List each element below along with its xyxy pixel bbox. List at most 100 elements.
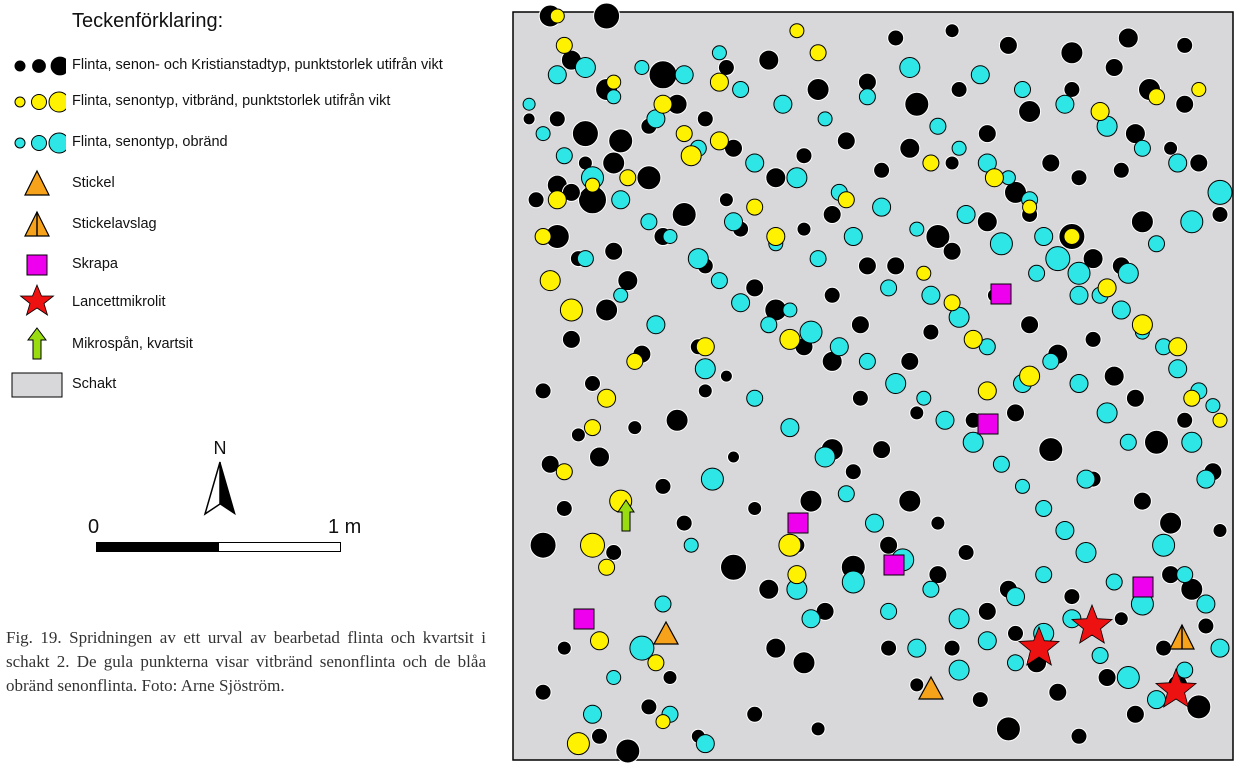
cyan-flint-point (909, 221, 925, 237)
black-flint-point (697, 383, 713, 399)
scale-bar-graphic (96, 542, 341, 552)
yellow-flint-point (585, 177, 600, 193)
cyan-flint-point (640, 213, 658, 231)
cyan-flint-point (1035, 566, 1053, 584)
cyan-flint-point (858, 88, 876, 106)
black-flint-point (747, 501, 763, 516)
legend-label-mikrospan: Mikrospån, kvartsit (72, 336, 193, 352)
yellow-flint-point (746, 198, 764, 216)
cyan-flint-point (1028, 264, 1046, 282)
cyan-flint-point (1176, 661, 1194, 679)
black-flint-point (561, 329, 581, 349)
cyan-flint-point (724, 212, 743, 232)
cyan-flint-point (978, 338, 996, 356)
black-flint-point (758, 578, 780, 600)
black-flint-point (1113, 611, 1129, 627)
yellow-flint-point (1191, 82, 1207, 97)
cyan-flint-point (814, 446, 836, 468)
legend-label-lancettmikrolit: Lancettmikrolit (72, 294, 166, 310)
black-flint-point (636, 165, 662, 191)
skrapa-marker (787, 512, 809, 534)
black-flint-point (942, 241, 962, 261)
cyan-flint-point (745, 153, 765, 173)
cyan-flint-point (1207, 179, 1233, 205)
black-flint-point (1112, 161, 1130, 179)
black-flint-point (1048, 682, 1068, 702)
cyan-flint-point (662, 229, 678, 244)
cyan-flint-point (694, 358, 716, 380)
cyan-flint-point (1006, 587, 1025, 607)
cyan-flint-point (1067, 261, 1091, 285)
legend-item-stickel: Stickel (0, 169, 510, 199)
yellow-flint-point (584, 419, 601, 437)
black-flint-point (950, 81, 968, 98)
cyan-flint-point (1196, 594, 1216, 614)
black-flint-point (1097, 668, 1117, 687)
black-flint-point (879, 535, 899, 555)
black-flint-point (627, 420, 643, 436)
black-flint-point (765, 637, 787, 659)
black-flint-point (898, 489, 922, 513)
black-flint-point (1060, 41, 1084, 65)
yellow-flint-point (580, 532, 605, 558)
black-flint-point (665, 408, 689, 432)
black-flint-point (1130, 210, 1154, 234)
cyan-flint-point (1055, 94, 1075, 114)
cyan-flint-point (921, 285, 941, 305)
yellow-flint-point (598, 558, 616, 576)
black-flint-point (1117, 27, 1139, 49)
yellow-flint-point (1168, 337, 1188, 357)
legend-label-schakt: Schakt (72, 376, 117, 392)
black-flint-point (602, 151, 626, 175)
yellow-flint-point (606, 74, 622, 90)
cyan-flint-layer (522, 45, 1233, 754)
black-flint-point (822, 205, 842, 224)
star-icon (19, 284, 55, 316)
black-flint-point (998, 35, 1018, 55)
cyan-flint-point (710, 272, 728, 290)
cyan-flint-point (817, 111, 833, 127)
skrapa-marker (1132, 576, 1154, 598)
cyan-flint-point (885, 373, 907, 394)
cyan-flint-point (611, 190, 631, 210)
black-flint-point (823, 286, 841, 304)
cyan-flint-point (1181, 431, 1203, 453)
yellow-flint-point (547, 190, 567, 210)
yellow-flint-point (922, 154, 940, 172)
cyan-flint-point (1042, 352, 1060, 370)
black-flint-point (1186, 694, 1212, 720)
black-flint-point (872, 440, 892, 460)
cyan-flint-point (583, 704, 602, 724)
area-swatch-icon (11, 372, 63, 398)
cyan-flint-point (760, 316, 778, 334)
cyan-flint-point (880, 602, 898, 620)
cyan-flint-point (1045, 246, 1071, 272)
black-flint-point (1125, 388, 1145, 408)
legend-label-stickelavslag: Stickelavslag (72, 216, 157, 232)
black-flint-point (1063, 81, 1081, 98)
black-flint-circles-icon (14, 55, 66, 77)
black-flint-point (995, 716, 1021, 742)
black-flint-point (696, 110, 714, 128)
legend-item-black-flint: Flinta, senon- och Kristianstadtyp, punk… (0, 51, 510, 81)
lancettmikrolit-marker (1070, 603, 1114, 644)
cyan-flint-circles-icon (14, 132, 66, 154)
black-flint-point (605, 544, 623, 561)
black-flint-point (604, 241, 624, 261)
legend-item-skrapa: Skrapa (0, 250, 510, 280)
black-flint-point (671, 202, 697, 227)
cyan-flint-point (547, 65, 567, 85)
black-flint-point (904, 91, 930, 117)
trench-area (512, 11, 1234, 761)
cyan-flint-point (799, 320, 823, 344)
cyan-flint-point (829, 337, 849, 357)
black-flint-point (746, 705, 764, 723)
yellow-flint-point (680, 145, 702, 167)
cyan-flint-point (841, 570, 865, 594)
black-flint-point (909, 677, 925, 693)
black-flint-point (873, 161, 891, 179)
cyan-flint-point (634, 60, 650, 75)
yellow-flint-point (984, 168, 1004, 188)
black-flint-point (844, 463, 862, 481)
cyan-flint-point (629, 635, 655, 661)
